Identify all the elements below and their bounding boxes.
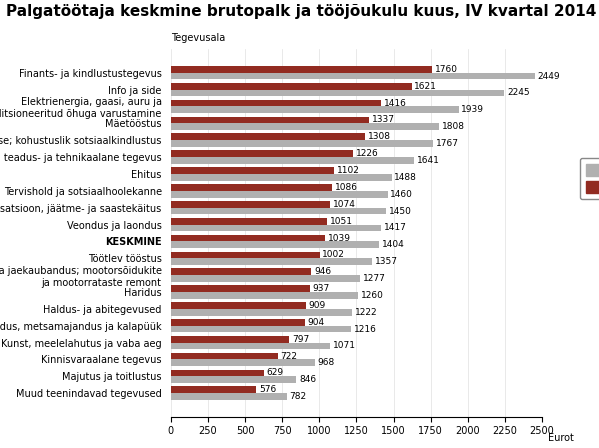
Text: 576: 576 [259, 385, 276, 394]
Bar [171, 167, 334, 174]
Bar [171, 66, 432, 73]
Text: 1260: 1260 [361, 291, 383, 300]
Bar [171, 140, 433, 147]
Text: 1226: 1226 [356, 149, 378, 158]
Bar [171, 218, 327, 224]
Text: 1416: 1416 [384, 99, 407, 108]
Bar [171, 208, 386, 215]
Text: 797: 797 [292, 335, 309, 344]
Bar [171, 241, 379, 248]
Text: 1216: 1216 [354, 325, 377, 334]
Text: 2449: 2449 [537, 72, 560, 81]
Text: 1308: 1308 [368, 132, 391, 141]
Bar [171, 123, 439, 130]
Text: 1767: 1767 [436, 139, 459, 148]
Bar [171, 224, 381, 231]
Bar [171, 134, 365, 140]
Text: 1450: 1450 [389, 207, 412, 215]
Text: 1337: 1337 [372, 116, 395, 125]
Bar [171, 251, 319, 258]
Bar [171, 292, 358, 299]
Bar [171, 73, 534, 79]
Bar [171, 90, 504, 96]
Bar [171, 387, 256, 393]
Bar [171, 157, 415, 164]
Text: 1222: 1222 [355, 308, 377, 317]
Bar [171, 343, 330, 349]
Bar [171, 201, 330, 208]
Bar [171, 100, 381, 107]
Text: 1086: 1086 [335, 183, 358, 192]
Text: 1621: 1621 [414, 82, 437, 90]
Bar [171, 83, 412, 90]
Bar [171, 359, 314, 366]
Bar [171, 191, 388, 198]
Text: 1760: 1760 [435, 65, 458, 74]
Bar [171, 319, 305, 326]
Bar [171, 275, 361, 282]
Text: 1039: 1039 [328, 233, 351, 242]
Text: 909: 909 [308, 301, 326, 310]
Text: 1939: 1939 [461, 105, 485, 114]
Legend: Tööjõukulu, Brutopalk: Tööjõukulu, Brutopalk [579, 158, 599, 199]
Text: 629: 629 [267, 368, 284, 378]
Bar [171, 353, 278, 359]
Bar [171, 235, 325, 241]
Text: 1002: 1002 [322, 250, 345, 259]
Text: 1074: 1074 [333, 200, 356, 209]
Bar [171, 285, 310, 292]
Bar [171, 258, 373, 265]
Bar [171, 336, 289, 343]
Bar [171, 107, 459, 113]
Bar [171, 116, 370, 123]
Bar [171, 370, 264, 376]
Text: 722: 722 [281, 352, 298, 361]
Text: 1277: 1277 [363, 274, 386, 283]
Text: 1460: 1460 [391, 190, 413, 198]
Bar [171, 268, 311, 275]
Text: 1641: 1641 [417, 156, 440, 165]
Text: 1488: 1488 [394, 173, 418, 182]
Bar [171, 302, 305, 309]
Text: 1102: 1102 [337, 166, 360, 175]
Text: 1808: 1808 [442, 122, 465, 131]
Text: 1417: 1417 [384, 224, 407, 233]
Bar [171, 184, 332, 191]
Bar [171, 393, 287, 400]
Text: 1404: 1404 [382, 240, 405, 249]
Bar [171, 309, 352, 315]
Text: 937: 937 [313, 284, 330, 293]
Text: Tegevusala: Tegevusala [171, 33, 225, 43]
Text: 846: 846 [299, 375, 316, 384]
Text: 904: 904 [308, 318, 325, 327]
X-axis label: Eurot: Eurot [547, 433, 574, 443]
Text: 2245: 2245 [507, 88, 530, 98]
Text: 968: 968 [317, 358, 334, 367]
Text: 1071: 1071 [332, 341, 355, 350]
Text: 782: 782 [289, 392, 307, 401]
Text: 946: 946 [314, 267, 331, 276]
Text: 1357: 1357 [375, 257, 398, 266]
Bar [171, 174, 392, 181]
Bar [171, 326, 352, 332]
Text: Palgatöötaja keskmine brutopalk ja tööjõukulu kuus, IV kvartal 2014: Palgatöötaja keskmine brutopalk ja tööjõ… [6, 4, 597, 19]
Bar [171, 151, 353, 157]
Text: 1051: 1051 [329, 217, 353, 226]
Bar [171, 376, 297, 383]
